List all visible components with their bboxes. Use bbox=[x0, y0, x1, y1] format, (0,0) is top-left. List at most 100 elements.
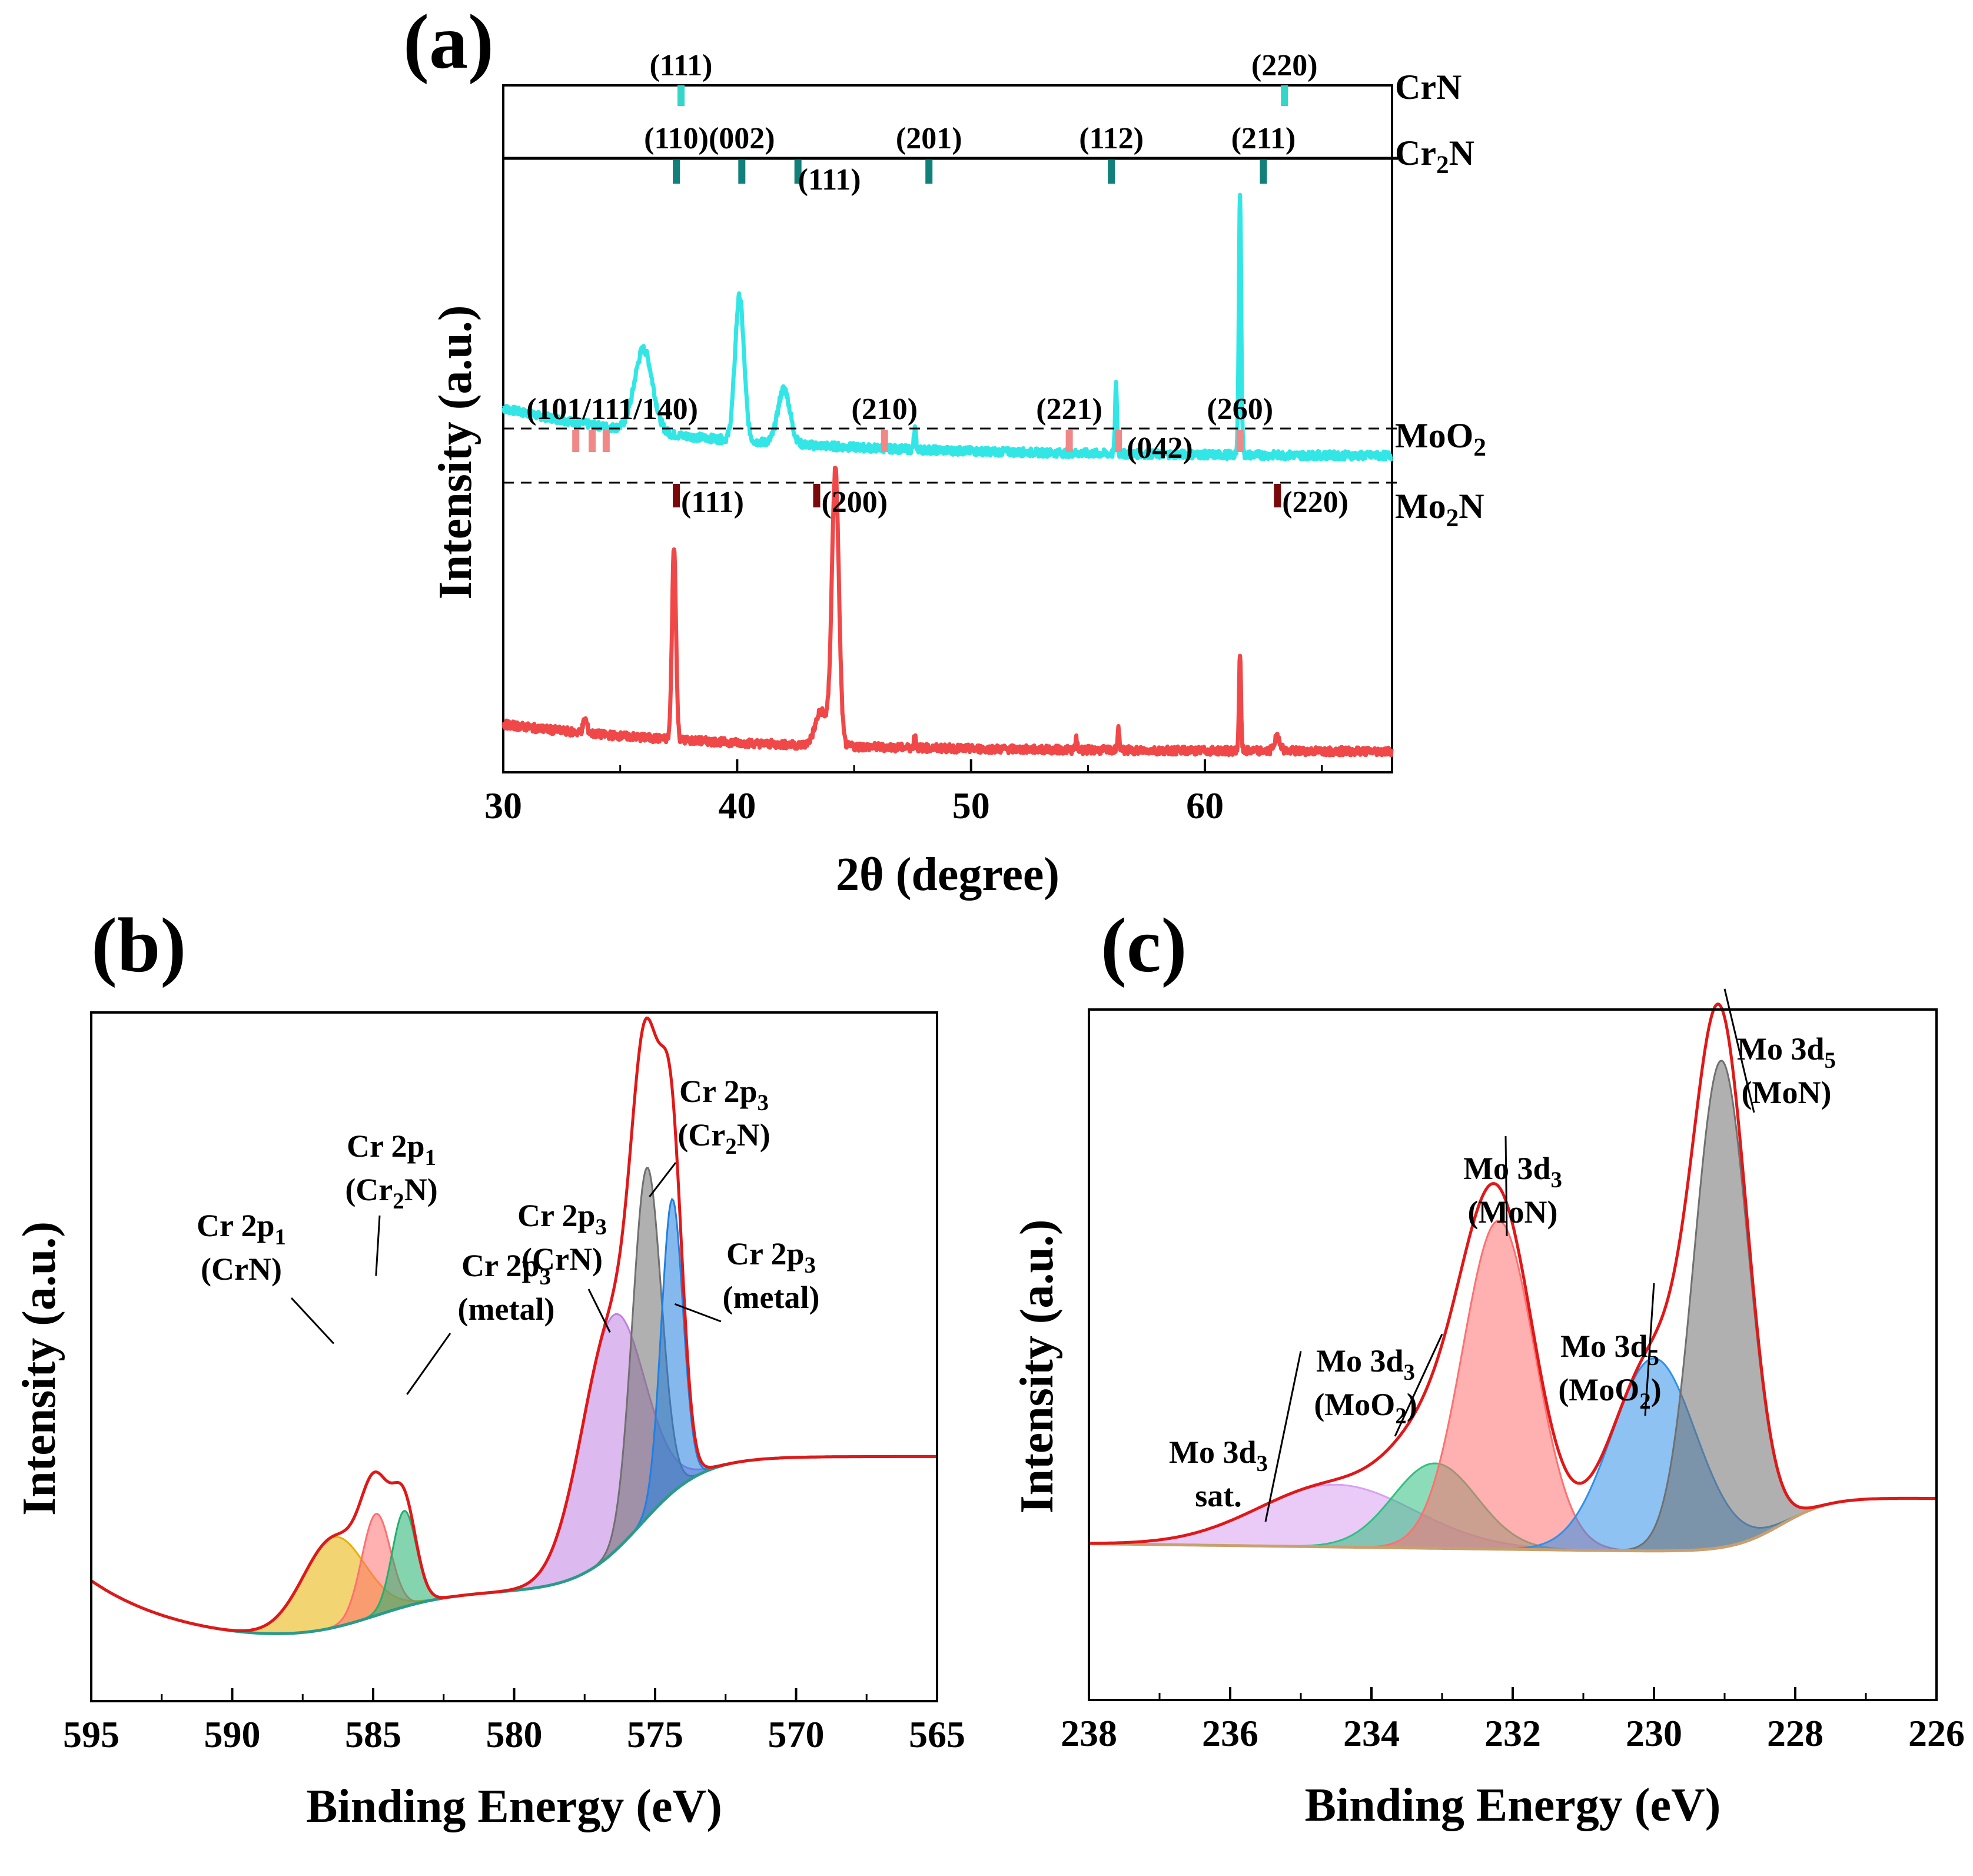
panel-a-reference-tick bbox=[738, 160, 746, 184]
panel-a-reference-tick bbox=[589, 430, 596, 452]
panel-c-annotation-leader bbox=[1644, 1283, 1655, 1416]
panel-a-reference-tick bbox=[1236, 430, 1244, 452]
panel-b-annotation-base: (CrN) bbox=[201, 1251, 282, 1287]
panel-a-reference-tick bbox=[1065, 430, 1073, 452]
panel-a-tick-label: 30 bbox=[484, 785, 522, 826]
panel-a-hkl-label: (221) bbox=[1036, 393, 1102, 426]
panel-b-annotation: (CrN) bbox=[522, 1241, 603, 1277]
panel-a-phase-label-tail: N bbox=[1459, 487, 1484, 526]
panel-b-annotation: (metal) bbox=[458, 1291, 555, 1327]
panel-c-annotation-base: sat. bbox=[1195, 1478, 1242, 1513]
panel-a-phase-label-sub: 2 bbox=[1473, 434, 1486, 461]
panel-a-reference-tick bbox=[572, 430, 580, 452]
panel-a-reference-tick bbox=[1274, 484, 1281, 507]
panel-b-annotation-tail: N) bbox=[404, 1172, 438, 1207]
panel-b-tick-label: 585 bbox=[345, 1714, 401, 1755]
panel-a-phase-label-base: MoO bbox=[1395, 416, 1473, 455]
panel-b-ylabel: Intensity (a.u.) bbox=[14, 1221, 65, 1516]
panel-a-hkl-label: (111) bbox=[650, 49, 713, 82]
panel-a-hkl-label: (220) bbox=[1251, 49, 1318, 82]
panel-b-annotation-leader bbox=[587, 1289, 611, 1333]
panel-b-tick-label: 575 bbox=[627, 1714, 683, 1755]
panel-a-hkl-label: (002) bbox=[709, 122, 775, 155]
panel-c-annotation: Mo 3d3 bbox=[1316, 1343, 1415, 1385]
panel-b-component-1 bbox=[91, 1455, 937, 1635]
panel-c-annotation: (MoN) bbox=[1468, 1194, 1558, 1230]
panel-b-annotation-base: Cr 2p bbox=[197, 1208, 275, 1243]
panel-a-hkl-label: (260) bbox=[1207, 393, 1273, 426]
panel-a-hkl-label: (201) bbox=[896, 122, 962, 155]
panel-a-phase-label: CrN bbox=[1395, 68, 1462, 107]
panel-b-component-0 bbox=[91, 1455, 937, 1635]
panel-c-tick-label: 232 bbox=[1484, 1712, 1541, 1754]
panel-a-hkl-label: (111) bbox=[798, 163, 861, 197]
panel-c-annotation-base: (MoN) bbox=[1468, 1194, 1558, 1230]
panel-b-annotation: (CrN) bbox=[201, 1251, 282, 1287]
panel-b-annotation: Cr 2p3 bbox=[517, 1198, 607, 1240]
panel-b-annotation: Cr 2p3 bbox=[726, 1236, 816, 1278]
panel-c-annotation-base: (MoO bbox=[1558, 1372, 1639, 1407]
panel-c-annotation-leader bbox=[1394, 1333, 1443, 1437]
panel-c-annotation-base: (MoO bbox=[1314, 1387, 1395, 1422]
panel-c-annotation-base: Mo 3d bbox=[1169, 1435, 1257, 1470]
panel-c-background-line bbox=[1088, 1496, 1937, 1553]
panel-a-label: (a) bbox=[403, 0, 494, 85]
panel-a-reference-tick bbox=[813, 484, 821, 507]
panel-c-annotation-base: Mo 3d bbox=[1560, 1329, 1648, 1364]
panel-b-annotation-base: Cr 2p bbox=[347, 1128, 425, 1164]
panel-c-envelope-line bbox=[1089, 1002, 1937, 1545]
panel-b-annotation-leader bbox=[406, 1333, 451, 1395]
panel-a-hkl-label: (042) bbox=[1127, 431, 1193, 465]
panel-b-annotation-sub: 1 bbox=[275, 1224, 286, 1250]
panel-a-phase-label-sub: 2 bbox=[1436, 151, 1449, 179]
panel-b-component-3 bbox=[91, 1313, 937, 1635]
panel-c-annotation-sub: 3 bbox=[1257, 1451, 1268, 1476]
panel-c-annotation-base: Mo 3d bbox=[1737, 1031, 1825, 1067]
panel-b-annotation: (Cr2N) bbox=[345, 1172, 437, 1214]
panel-a-reference-tick bbox=[673, 160, 680, 184]
panel-a-hkl-label: (220) bbox=[1282, 486, 1348, 519]
panel-c-annotation-base: Mo 3d bbox=[1316, 1343, 1404, 1379]
panel-c-annotation-tail: ) bbox=[1651, 1372, 1662, 1407]
panel-a-reference-tick bbox=[1260, 160, 1267, 184]
panel-b-annotation-base: (Cr bbox=[345, 1172, 393, 1207]
panel-a-hkl-label: (112) bbox=[1079, 122, 1144, 155]
panel-c-annotation-sub: 2 bbox=[1395, 1403, 1406, 1429]
panel-a-hkl-label: (101/111/140) bbox=[526, 393, 698, 426]
panel-b-annotation: (metal) bbox=[723, 1280, 820, 1315]
panel-b-background-line bbox=[90, 1455, 937, 1635]
panel-a-hkl-label: (111) bbox=[681, 486, 744, 519]
panel-a-reference-tick bbox=[677, 85, 685, 106]
panel-b-annotation-sub: 3 bbox=[540, 1264, 551, 1290]
panel-a-reference-tick bbox=[1108, 160, 1115, 184]
panel-a-reference-tick bbox=[673, 484, 680, 507]
panel-b-tick-label: 570 bbox=[768, 1714, 825, 1755]
panel-c-annotation-leader bbox=[1264, 1351, 1302, 1522]
panel-a-hkl-label: (110) bbox=[644, 122, 709, 155]
panel-b-annotation: Cr 2p3 bbox=[461, 1248, 551, 1290]
panel-b-label: (b) bbox=[91, 902, 186, 988]
panel-a-reference-tick bbox=[1115, 430, 1122, 452]
panel-b-annotation-base: Cr 2p bbox=[517, 1198, 596, 1233]
panel-a-phase-label-sub: 2 bbox=[1446, 504, 1459, 532]
panel-c-annotation-sub: 2 bbox=[1639, 1389, 1650, 1414]
panel-c-annotation: Mo 3d3 bbox=[1169, 1435, 1268, 1476]
panel-a-reference-tick bbox=[1281, 85, 1288, 106]
panel-a-xlabel: 2θ (degree) bbox=[836, 849, 1059, 901]
panel-a-reference-tick bbox=[602, 430, 610, 452]
panel-b-annotation-base: Cr 2p bbox=[726, 1236, 805, 1271]
panel-a-tick-label: 40 bbox=[718, 785, 756, 826]
panel-a-ylabel: Intensity (a.u.) bbox=[430, 305, 481, 599]
panel-a-reference-tick bbox=[794, 160, 802, 184]
panel-b-annotation-leader bbox=[290, 1297, 335, 1344]
panel-c-ylabel: Intensity (a.u.) bbox=[1011, 1219, 1063, 1513]
panel-c-tick-label: 230 bbox=[1626, 1712, 1682, 1754]
panel-a: (a) 30 40 50 60 2θ (degree) Intensity (a.u.) Cr… bbox=[403, 0, 1486, 901]
panel-c-annotation-leader bbox=[1504, 1135, 1508, 1237]
panel-b-annotation: Cr 2p1 bbox=[197, 1208, 286, 1250]
panel-b-annotation-base: (metal) bbox=[723, 1280, 820, 1315]
panel-b-annotation-sub: 1 bbox=[425, 1145, 436, 1170]
panel-c-annotation: (MoN) bbox=[1742, 1075, 1832, 1110]
